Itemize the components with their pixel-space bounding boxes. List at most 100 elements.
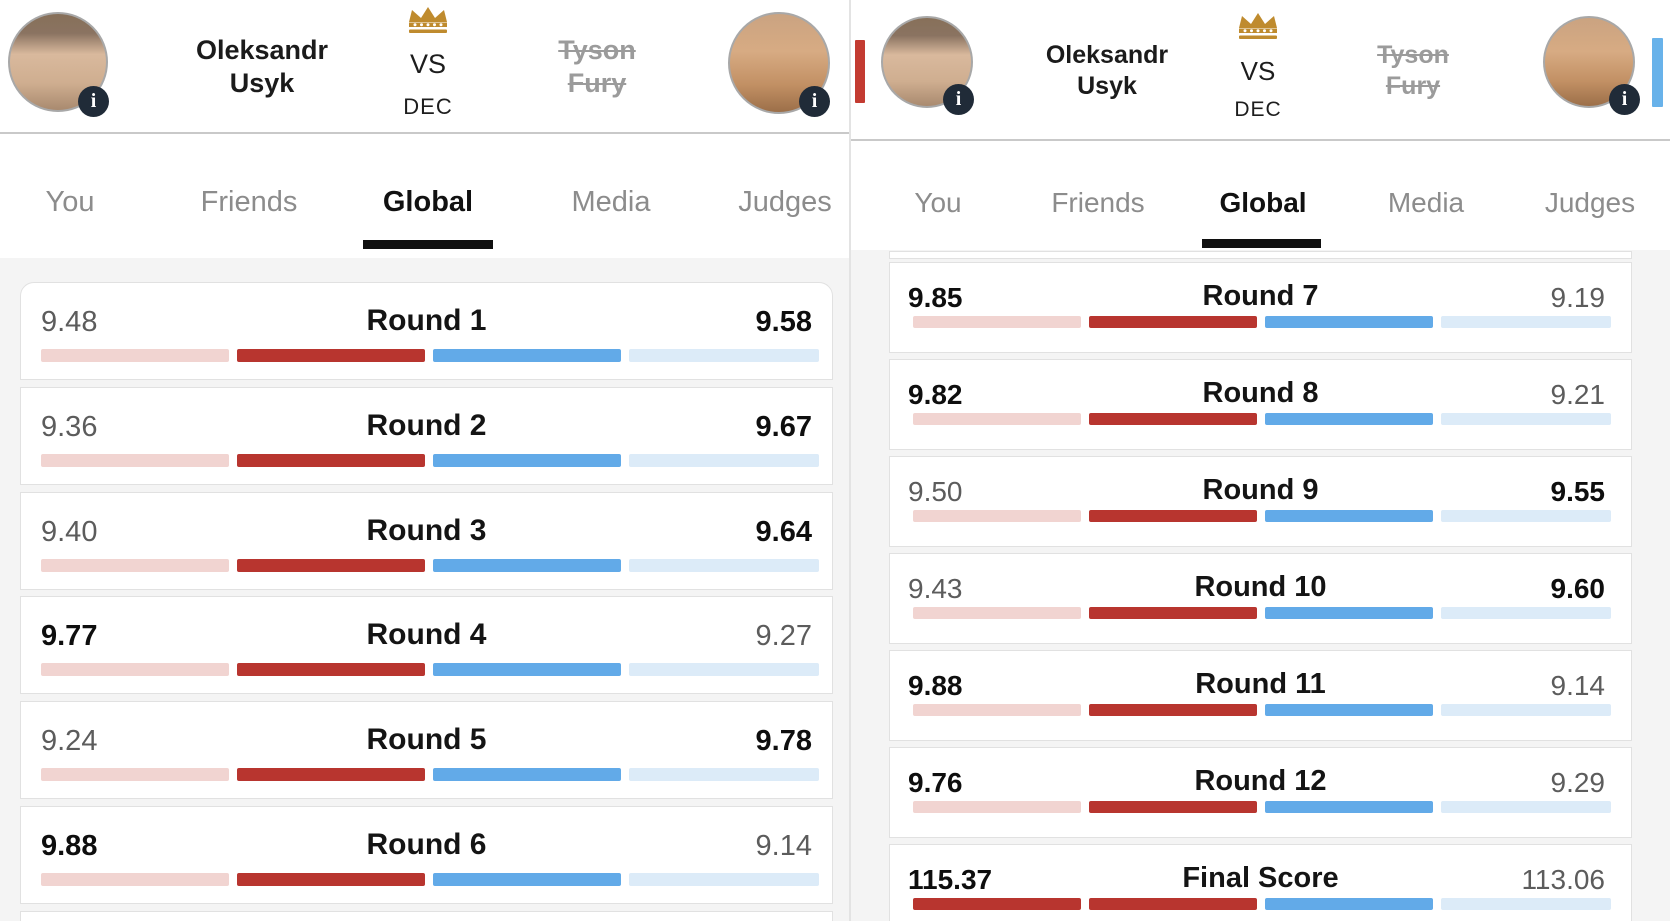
score-bars [21, 454, 832, 467]
tab-friends[interactable]: Friends [1051, 187, 1145, 218]
blue-bar [433, 559, 621, 572]
round-row-8: 9.82 Round 8 9.21 [889, 359, 1632, 450]
red-bar [237, 768, 425, 781]
score-bars [21, 768, 832, 781]
fury-info-icon[interactable]: i [799, 86, 830, 117]
red-corner-score: 9.77 [41, 620, 98, 652]
blue-bar [433, 454, 621, 467]
red-bar [1089, 898, 1257, 910]
red-light-bar [41, 768, 229, 781]
red-corner-score: 9.76 [908, 767, 963, 798]
red-bar [913, 898, 1081, 910]
scorecard-panel-rounds-1-6: i Oleksandr Usyk VS DEC Tyson Fury i [0, 7, 850, 921]
round-title: Round 5 [366, 723, 487, 756]
round-row-5: 9.24 Round 5 9.78 [20, 701, 833, 799]
blue-light-bar [1441, 704, 1611, 716]
fighter-red-name: Oleksandr Usyk [977, 40, 1237, 102]
round-title: Round 11 [1195, 668, 1326, 700]
red-corner-score: 9.50 [908, 476, 963, 507]
screenshot-seam-divider [849, 0, 851, 921]
tab-media[interactable]: Media [571, 186, 651, 218]
active-tab-underline [1202, 239, 1321, 248]
blue-corner-score: 9.78 [755, 725, 812, 757]
round-title: Round 9 [1202, 474, 1319, 506]
fighter-red-last-name: Usyk [229, 68, 295, 98]
blue-light-bar [629, 454, 819, 467]
score-bars [21, 873, 832, 886]
red-corner-score: 9.82 [908, 379, 963, 410]
round-title: Round 10 [1194, 571, 1327, 603]
red-light-bar [41, 873, 229, 886]
round-row-7: 9.85 Round 7 9.19 [889, 262, 1632, 353]
red-corner-total-score: 115.37 [908, 864, 993, 895]
tab-friends[interactable]: Friends [200, 186, 298, 218]
round-row-12: 9.76 Round 12 9.29 [889, 747, 1632, 838]
blue-corner-score: 9.19 [1550, 282, 1606, 313]
red-bar [237, 559, 425, 572]
fighter-blue-last-name: Fury [567, 68, 627, 98]
fighter-blue-first-name: Tyson [1377, 41, 1449, 69]
blue-bar [433, 873, 621, 886]
red-bar [237, 349, 425, 362]
blue-light-bar [1441, 801, 1611, 813]
fighter-blue-name: Tyson Fury [1283, 40, 1543, 102]
scorecard-panel-rounds-7-12: i Oleksandr Usyk VS DEC Tyson Fury i [850, 0, 1670, 921]
tab-judges[interactable]: Judges [738, 186, 832, 218]
tab-you[interactable]: You [914, 187, 962, 218]
blue-light-bar [1441, 898, 1611, 910]
red-light-bar [41, 559, 229, 572]
active-tab-underline [363, 240, 493, 249]
final-score-title: Final Score [1182, 862, 1339, 894]
blue-corner-score: 9.64 [755, 516, 812, 548]
crown-icon [409, 7, 447, 33]
blue-corner-score: 9.29 [1550, 767, 1606, 798]
red-light-bar [41, 454, 229, 467]
blue-light-bar [629, 768, 819, 781]
red-corner-edge-bar [855, 40, 865, 103]
blue-bar [1265, 510, 1433, 522]
crown-icon [1239, 13, 1277, 39]
red-light-bar [41, 349, 229, 362]
final-score-row: 115.37 Final Score 113.06 [889, 844, 1632, 921]
previous-row-partial [889, 251, 1632, 259]
round-row-6: 9.88 Round 6 9.14 [20, 806, 833, 904]
red-light-bar [913, 510, 1081, 522]
tab-media[interactable]: Media [1387, 187, 1465, 218]
blue-bar [1265, 898, 1433, 910]
round-row-4: 9.77 Round 4 9.27 [20, 596, 833, 694]
red-bar [1089, 607, 1257, 619]
red-corner-score: 9.43 [908, 573, 963, 604]
info-glyph: i [90, 90, 97, 112]
tab-global[interactable]: Global [1219, 187, 1307, 218]
fury-info-icon[interactable]: i [1609, 84, 1640, 115]
blue-corner-score: 9.67 [755, 411, 812, 443]
round-title: Round 7 [1202, 280, 1319, 312]
fighter-red-last-name: Usyk [1077, 72, 1137, 100]
blue-corner-edge-bar [1652, 38, 1663, 107]
tab-global[interactable]: Global [382, 186, 474, 218]
score-bars [21, 559, 832, 572]
round-title: Round 4 [366, 618, 487, 651]
red-bar [237, 454, 425, 467]
tab-you[interactable]: You [45, 186, 95, 218]
red-light-bar [913, 316, 1081, 328]
red-corner-score: 9.24 [41, 725, 98, 757]
usyk-info-icon[interactable]: i [943, 84, 974, 115]
tab-judges[interactable]: Judges [1544, 187, 1636, 218]
blue-corner-score: 9.60 [1550, 573, 1606, 604]
blue-light-bar [1441, 607, 1611, 619]
blue-bar [1265, 704, 1433, 716]
score-bars [21, 349, 832, 362]
round-title: Round 12 [1194, 765, 1327, 797]
fight-header: i Oleksandr Usyk VS DEC Tyson Fury i [850, 0, 1670, 141]
blue-light-bar [1441, 316, 1611, 328]
blue-light-bar [629, 873, 819, 886]
score-bars [890, 704, 1631, 716]
round-title: Round 3 [366, 514, 487, 547]
score-bars [21, 663, 832, 676]
fighter-red-first-name: Oleksandr [195, 35, 329, 65]
usyk-info-icon[interactable]: i [78, 86, 109, 117]
score-bars [890, 510, 1631, 522]
red-corner-score: 9.48 [41, 306, 98, 338]
